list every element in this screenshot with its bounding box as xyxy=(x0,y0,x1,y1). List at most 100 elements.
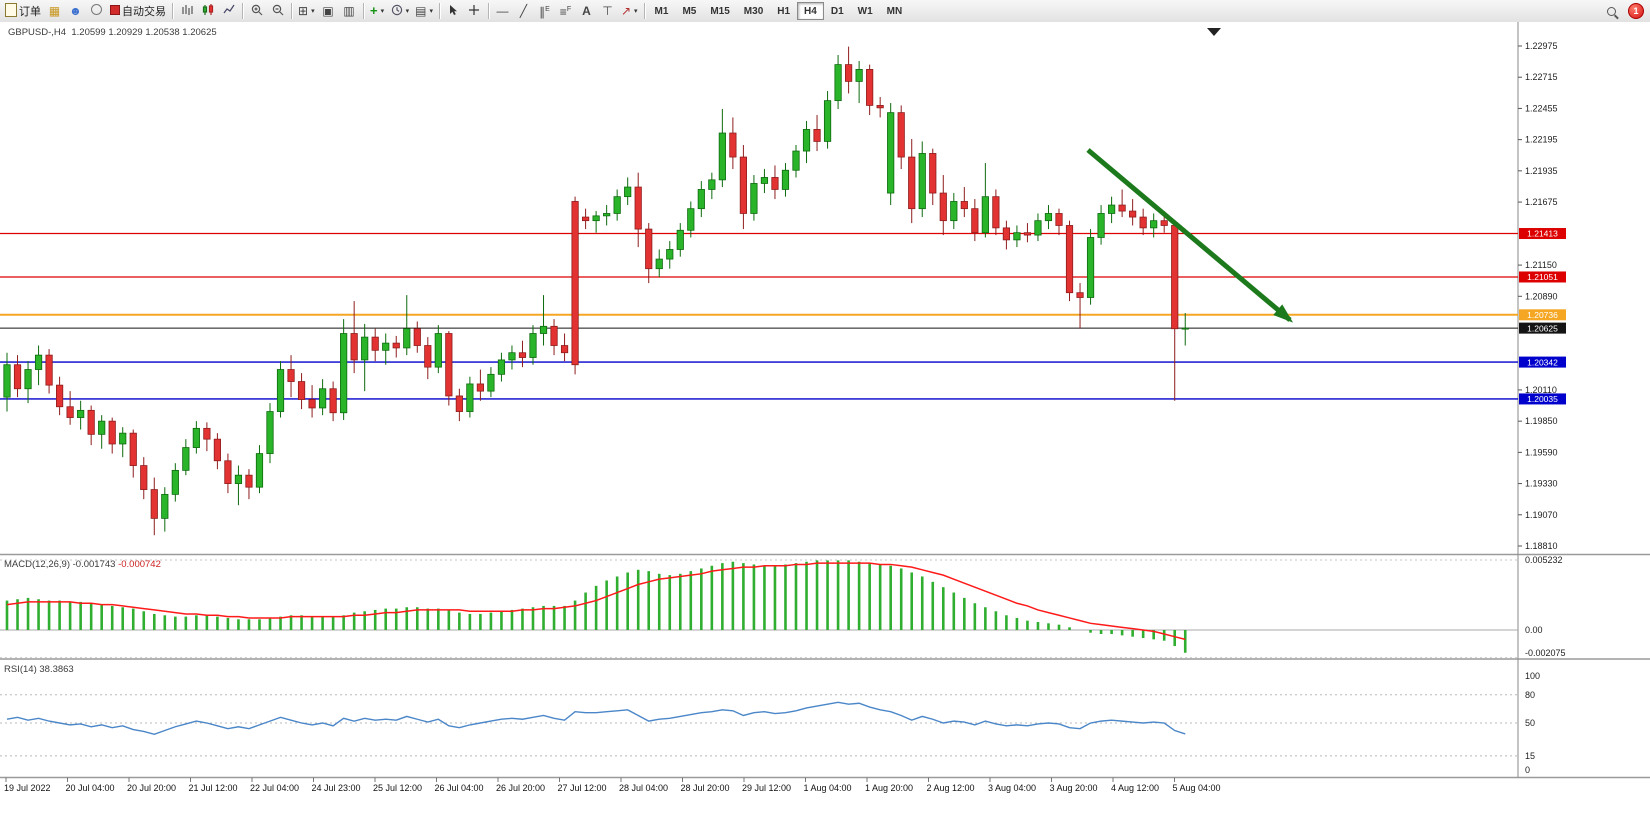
toolbar-separator xyxy=(172,3,173,19)
timeframe-button-M5[interactable]: M5 xyxy=(675,2,703,20)
candle-chart-button[interactable] xyxy=(197,2,218,21)
candle xyxy=(318,388,327,409)
chart-shift-marker[interactable] xyxy=(1207,28,1221,36)
timeframe-button-MN[interactable]: MN xyxy=(880,2,910,20)
rsi-label: RSI(14) 38.3863 xyxy=(4,664,74,675)
profile-button[interactable]: ☻ xyxy=(65,2,86,21)
dropdown-arrow-icon: ▾ xyxy=(311,8,315,15)
notification-badge[interactable]: 1 xyxy=(1628,3,1644,19)
chart-windows-button[interactable]: ▦ xyxy=(44,2,65,21)
candle xyxy=(960,201,968,210)
rsi-axis-label: 100 xyxy=(1525,671,1540,681)
templates-button[interactable]: ▤ ▾ xyxy=(412,2,436,21)
candle xyxy=(77,409,85,418)
candle xyxy=(1181,327,1189,330)
timeframe-button-M1[interactable]: M1 xyxy=(648,2,676,20)
candle xyxy=(750,183,758,214)
timeframe-toolbar: M1 M5 M15 M30 H1 H4 D1 W1 MN xyxy=(648,2,910,20)
price-tag xyxy=(1519,322,1566,334)
candle xyxy=(140,465,148,490)
toolbar-separator xyxy=(291,3,292,19)
crosshair-button[interactable] xyxy=(464,2,485,21)
candle xyxy=(897,112,905,158)
price-tag-label: 1.20736 xyxy=(1527,310,1558,320)
candle xyxy=(518,352,527,358)
chart-stack-icon: ▦ xyxy=(48,3,61,18)
horizontal-line-button[interactable]: — xyxy=(492,2,513,21)
rsi-axis-label: 50 xyxy=(1525,718,1535,728)
cascade-icon: ▣ xyxy=(322,3,334,18)
timeframe-button-M15[interactable]: M15 xyxy=(703,2,736,20)
history-center-button[interactable] xyxy=(86,2,107,21)
candle xyxy=(224,460,232,484)
tile-windows-button[interactable]: ⊞ ▾ xyxy=(295,2,318,21)
arrow-objects-button[interactable]: ↗ ▾ xyxy=(618,2,641,21)
hline-icon: — xyxy=(496,3,509,18)
equidistant-channel-button[interactable]: ∥E xyxy=(534,2,555,21)
line-chart-button[interactable] xyxy=(218,2,239,21)
fibonacci-button[interactable]: ≡F xyxy=(555,2,576,21)
timeframe-button-H4[interactable]: H4 xyxy=(797,2,824,20)
candle xyxy=(255,453,264,488)
cascade-windows-button[interactable]: ▣ xyxy=(318,2,339,21)
candle xyxy=(1129,210,1137,218)
auto-trading-button[interactable]: 自动交易 xyxy=(107,2,169,21)
timeframe-button-W1[interactable]: W1 xyxy=(851,2,880,20)
candle xyxy=(234,474,243,484)
indicators-icon: + xyxy=(370,2,378,18)
candle xyxy=(1086,237,1095,298)
timeframe-button-M30[interactable]: M30 xyxy=(737,2,770,20)
zoom-in-button[interactable] xyxy=(246,2,267,21)
candle xyxy=(445,333,453,397)
candle xyxy=(939,192,947,222)
text-icon: A xyxy=(582,3,591,18)
rsi-axis-label: 0 xyxy=(1525,765,1530,775)
price-axis[interactable] xyxy=(1519,22,1650,777)
candle xyxy=(1108,204,1116,214)
rsi-line xyxy=(6,701,1186,736)
new-order-button[interactable]: 订单 xyxy=(2,2,44,21)
candle xyxy=(424,345,432,368)
trendline-button[interactable]: ╱ xyxy=(513,2,534,21)
symbol-ohlc: 1.20599 1.20929 1.20538 1.20625 xyxy=(71,27,217,38)
search-button[interactable] xyxy=(1601,2,1622,21)
new-order-label: 订单 xyxy=(19,6,41,18)
price-axis-label: 1.20890 xyxy=(1525,291,1558,301)
candle xyxy=(1055,213,1063,226)
zoom-in-icon xyxy=(251,4,263,19)
candle xyxy=(876,105,884,109)
trend-arrow-head xyxy=(1273,304,1294,323)
symbol-title: GBPUSD-,H4 xyxy=(8,27,67,38)
timeframe-button-H1[interactable]: H1 xyxy=(770,2,797,20)
text-label-button[interactable]: ⊤ xyxy=(597,2,618,21)
time-axis[interactable] xyxy=(0,778,1650,833)
time-axis-label: 26 Jul 20:00 xyxy=(496,783,545,793)
candle xyxy=(66,406,74,418)
price-tag xyxy=(1519,393,1566,405)
candle xyxy=(697,189,705,210)
indicators-button[interactable]: + ▾ xyxy=(367,2,388,21)
arrange-windows-button[interactable]: ▥ xyxy=(339,2,360,21)
candle xyxy=(613,196,621,214)
chart-canvas[interactable]: 1.22975 1.22715 1.22455 1.22195 1.21935 1.216… xyxy=(0,22,1650,833)
candle xyxy=(150,489,158,519)
toolbar-separator xyxy=(362,3,364,19)
trend-arrow-line[interactable] xyxy=(1086,148,1292,322)
candle xyxy=(771,177,779,190)
periods-button[interactable]: ▾ xyxy=(388,2,413,21)
text-button[interactable]: A xyxy=(576,2,597,21)
candle xyxy=(382,342,390,351)
time-axis-label: 22 Jul 04:00 xyxy=(250,783,299,793)
cursor-button[interactable] xyxy=(443,2,464,21)
candle xyxy=(760,177,769,184)
time-axis-label: 3 Aug 20:00 xyxy=(1050,783,1098,793)
candle xyxy=(87,409,95,435)
auto-trading-label: 自动交易 xyxy=(122,6,166,18)
candle xyxy=(403,328,411,349)
timeframe-button-D1[interactable]: D1 xyxy=(824,2,851,20)
zoom-out-button[interactable] xyxy=(267,2,288,21)
candle xyxy=(182,447,190,471)
candle xyxy=(476,383,485,392)
bar-chart-button[interactable] xyxy=(176,2,197,21)
